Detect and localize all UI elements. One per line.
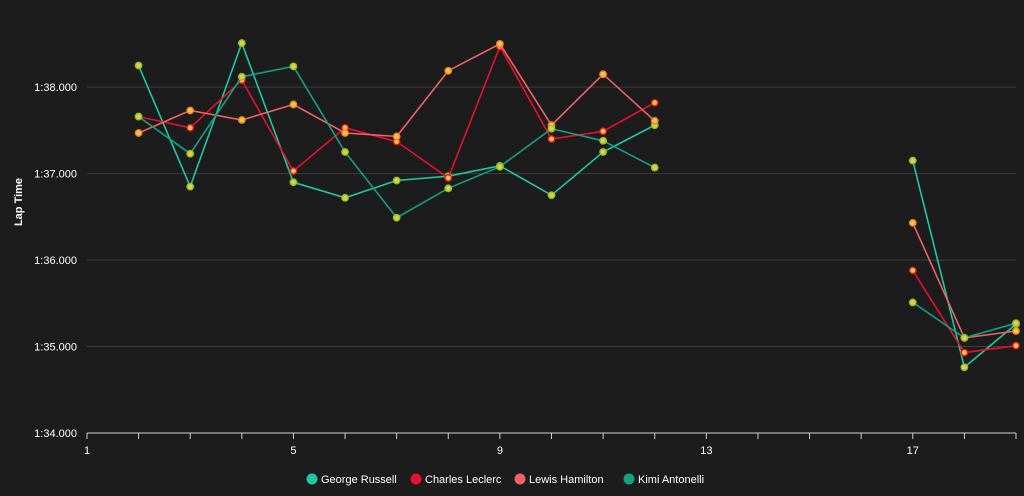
legend-swatch [514,473,526,485]
data-point [392,213,401,222]
series-lewis-hamilton [134,40,1020,342]
data-point [650,98,659,107]
legend: George Russell Charles Leclerc Lewis Hamil… [306,473,704,486]
data-point [289,62,298,71]
data-point [1012,341,1020,350]
legend-label: Lewis Hamilton [529,474,604,486]
data-point [495,162,504,171]
x-tick-label: 17 [907,445,919,457]
series-layer [134,39,1020,372]
data-point [186,123,195,132]
data-point [599,70,608,79]
y-tick-label: 1:37.000 [34,169,77,181]
data-point [134,61,143,70]
data-point [599,148,608,156]
series-line [137,40,656,199]
data-point [908,266,917,275]
y-tick-label: 1:38.000 [34,82,77,94]
y-tick-label: 1:34.000 [34,428,77,440]
y-axis-label: Lap Time [13,178,25,226]
series-george-russell [134,39,1020,372]
data-point [289,178,298,187]
grid-layer [87,86,1016,348]
x-tick-label: 5 [290,445,296,457]
x-tick-label: 1 [84,445,90,457]
data-point [134,129,143,137]
data-point [289,100,298,109]
data-point [392,132,401,141]
data-point [960,348,969,357]
series-line [138,44,656,180]
series-line [138,42,656,138]
data-point [186,182,195,191]
data-point [444,66,453,75]
data-point [650,163,659,172]
data-point [186,149,195,158]
data-point [960,363,969,372]
y-tick-label: 1:35.000 [34,342,77,354]
series-line [912,222,1017,339]
x-tick-label: 9 [497,445,503,457]
legend-swatch [306,473,318,485]
data-point [186,106,195,115]
data-point [289,167,298,175]
data-point [341,193,349,202]
data-point [908,219,917,227]
data-point [599,127,608,136]
data-point [237,39,246,47]
data-point [134,112,143,121]
data-point [547,124,556,133]
legend-swatch [623,473,635,485]
data-point [341,148,349,156]
x-tick-label: 13 [700,445,712,457]
data-point [1012,319,1020,328]
data-point [908,156,917,165]
series-kimi-antonelli [134,62,1020,342]
data-point [547,135,556,143]
data-point [237,116,246,124]
data-point [908,298,917,307]
data-point [1012,327,1020,335]
data-point [341,129,349,137]
legend-label: Charles Leclerc [425,474,502,486]
axis-layer: 1:34.000 1:35.000 1:36.000 1:37.000 1:38.000… [34,82,1017,457]
data-point [444,184,453,193]
y-tick-label: 1:36.000 [34,255,77,267]
data-point [599,136,608,145]
data-point [547,191,556,200]
data-point [237,72,246,81]
data-point [495,40,504,48]
legend-label: George Russell [321,474,397,486]
data-point [444,174,453,182]
legend-swatch [410,473,422,485]
legend-label: Kimi Antonelli [638,474,704,486]
data-point [960,333,969,342]
data-point [392,176,401,185]
data-point [650,116,659,125]
series-charles-leclerc [134,42,1020,357]
